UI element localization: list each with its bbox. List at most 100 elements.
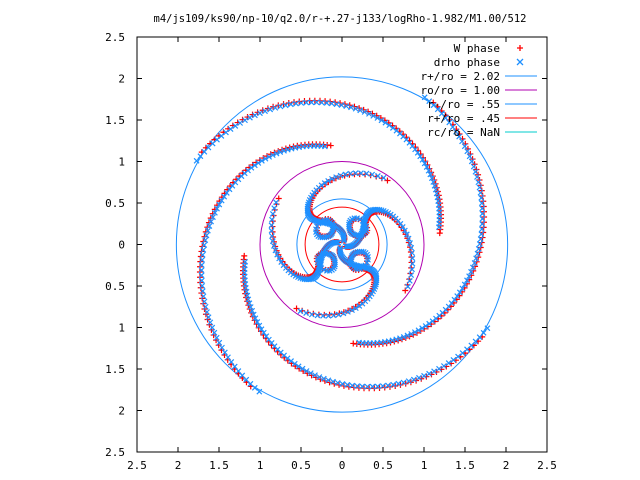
drho-phase-point (357, 107, 364, 114)
drho-phase-point (421, 372, 427, 379)
drho-phase-point (449, 124, 456, 130)
drho-phase-point (313, 99, 320, 106)
drho-phase-point (214, 205, 220, 212)
drho-phase-point (193, 157, 200, 164)
drho-phase-point (468, 268, 474, 275)
drho-phase-point (339, 381, 346, 387)
drho-phase-point (333, 174, 340, 181)
drho-phase-point (262, 155, 269, 162)
w-phase-point (270, 103, 277, 110)
drho-phase-point (204, 309, 210, 315)
drho-phase-point (397, 335, 403, 342)
drho-phase-point (333, 101, 340, 108)
drho-phase-point (479, 221, 486, 227)
w-phase-point (397, 381, 404, 388)
x-tick-label: 0.5 (291, 459, 311, 472)
drho-phase-point (260, 329, 267, 336)
drho-phase-point (350, 231, 357, 238)
drho-phase-point (320, 375, 327, 382)
drho-phase-point (268, 222, 275, 229)
drho-phase-point (282, 102, 289, 109)
drho-phase-point (213, 334, 220, 341)
drho-phase-point (382, 119, 389, 126)
drho-phase-point (427, 171, 434, 178)
drho-phase-point (201, 298, 208, 305)
drho-phase-point (276, 255, 283, 262)
drho-phase-point (314, 312, 321, 319)
drho-phase-point (352, 170, 359, 177)
drho-phase-point (404, 283, 411, 290)
drho-phase-point (425, 167, 432, 174)
drho-phase-point (473, 255, 480, 262)
w-phase-point (271, 149, 278, 156)
drho-phase-point (316, 374, 323, 380)
radius-circle (304, 206, 380, 283)
drho-phase-point (356, 303, 363, 309)
legend-label: r+/ro = 2.02 (421, 70, 500, 83)
drho-phase-point (479, 215, 486, 222)
drho-phase-point (252, 315, 259, 322)
drho-phase-point (223, 129, 229, 136)
w-phase-point (476, 177, 483, 184)
drho-phase-point (456, 133, 463, 140)
drho-phase-point (211, 329, 218, 336)
drho-phase-point (338, 102, 345, 108)
drho-phase-point (274, 251, 281, 258)
drho-phase-point (475, 245, 482, 252)
drho-phase-point (476, 334, 483, 341)
drho-phase-point (374, 172, 381, 179)
drho-phase-point (476, 184, 483, 191)
drho-phase-point (472, 168, 479, 175)
drho-phase-point (247, 304, 254, 310)
drho-phase-point (430, 102, 437, 109)
drho-phase-point (223, 190, 230, 196)
drho-phase-point (237, 120, 244, 126)
drho-phase-point (344, 308, 351, 315)
drho-phase-point (436, 365, 442, 372)
drho-phase-point (226, 186, 233, 193)
drho-phase-point (225, 354, 231, 361)
w-phase-point (200, 300, 207, 307)
drho-phase-point (478, 231, 485, 237)
drho-phase-point (352, 305, 359, 312)
drho-phase-point (287, 101, 294, 108)
drho-phase-point (408, 272, 415, 278)
w-phase-point (477, 182, 484, 189)
drho-phase-point (199, 252, 206, 258)
drho-phase-point (202, 303, 209, 310)
drho-phase-point (470, 163, 477, 170)
drho-phase-point (409, 266, 415, 273)
w-phase-point (275, 102, 282, 109)
drho-phase-point (228, 359, 235, 365)
drho-phase-point (255, 160, 262, 166)
drho-phase-point (335, 311, 342, 318)
legend-label: drho phase (434, 56, 500, 69)
drho-phase-point (329, 175, 335, 182)
drho-phase-point (405, 235, 412, 242)
drho-phase-point (464, 277, 470, 284)
drho-phase-point (474, 250, 481, 257)
drho-phase-point (269, 233, 275, 240)
y-axis: 2.5 2 1.5 1 0.5 0 0.5 1 1.5 2 2.5 (105, 31, 547, 459)
drho-phase-point (291, 360, 298, 367)
drho-phase-point (256, 322, 263, 329)
drho-phase-point (411, 329, 418, 336)
drho-phase-point (419, 156, 426, 163)
drho-phase-point (256, 388, 263, 395)
drho-phase-point (198, 267, 205, 274)
drho-phase-point (206, 223, 213, 230)
drho-phase-point (254, 319, 261, 325)
drho-phase-point (366, 110, 372, 117)
drho-phase-point (303, 99, 310, 106)
drho-phase-point (200, 293, 207, 300)
drho-phase-point (342, 171, 349, 178)
drho-phase-point (273, 150, 280, 157)
drho-phase-point (376, 206, 383, 213)
drho-phase-point (450, 356, 457, 363)
drho-phase-point (325, 377, 332, 384)
drho-phase-point (281, 147, 287, 154)
x-tick-label: 2.5 (127, 459, 147, 472)
drho-phase-point (455, 353, 461, 360)
